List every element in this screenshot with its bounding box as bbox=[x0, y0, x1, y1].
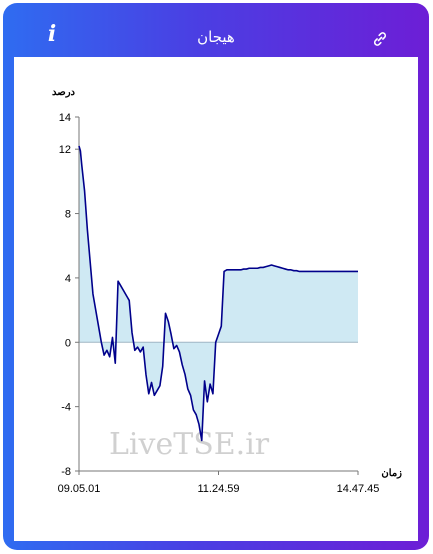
y-tick-label: 0 bbox=[65, 337, 71, 349]
info-icon[interactable]: i bbox=[47, 21, 57, 47]
y-axis-label: درصد bbox=[52, 87, 76, 98]
y-tick-label: -8 bbox=[61, 466, 71, 478]
watermark: LiveTSE.ir bbox=[109, 427, 270, 462]
area-chart: درصد زمان LiveTSE.ir -8 -4 0 4 8 12 14 09.05.01… bbox=[52, 87, 402, 495]
x-axis-label: زمان bbox=[381, 468, 402, 479]
y-tick-label: -4 bbox=[61, 402, 71, 414]
series-line bbox=[78, 145, 358, 442]
app-frame: i هیجان درصد زمان LiveTSE.ir -8 -4 0 4 8 12 14… bbox=[3, 3, 429, 550]
header: i هیجان bbox=[3, 3, 429, 57]
y-tick-label: 14 bbox=[59, 112, 71, 124]
y-tick-label: 8 bbox=[65, 209, 71, 221]
link-icon[interactable] bbox=[372, 31, 388, 47]
y-tick-label: 12 bbox=[59, 144, 71, 156]
x-tick-label: 11.24.59 bbox=[197, 483, 239, 495]
page-title: هیجان bbox=[197, 28, 235, 46]
area-fill bbox=[79, 145, 358, 441]
y-tick-label: 4 bbox=[65, 273, 71, 285]
x-tick-label: 14.47.45 bbox=[337, 483, 380, 495]
chart-panel: درصد زمان LiveTSE.ir -8 -4 0 4 8 12 14 09.05.01… bbox=[14, 57, 418, 541]
x-tick-label: 09.05.01 bbox=[58, 483, 101, 495]
